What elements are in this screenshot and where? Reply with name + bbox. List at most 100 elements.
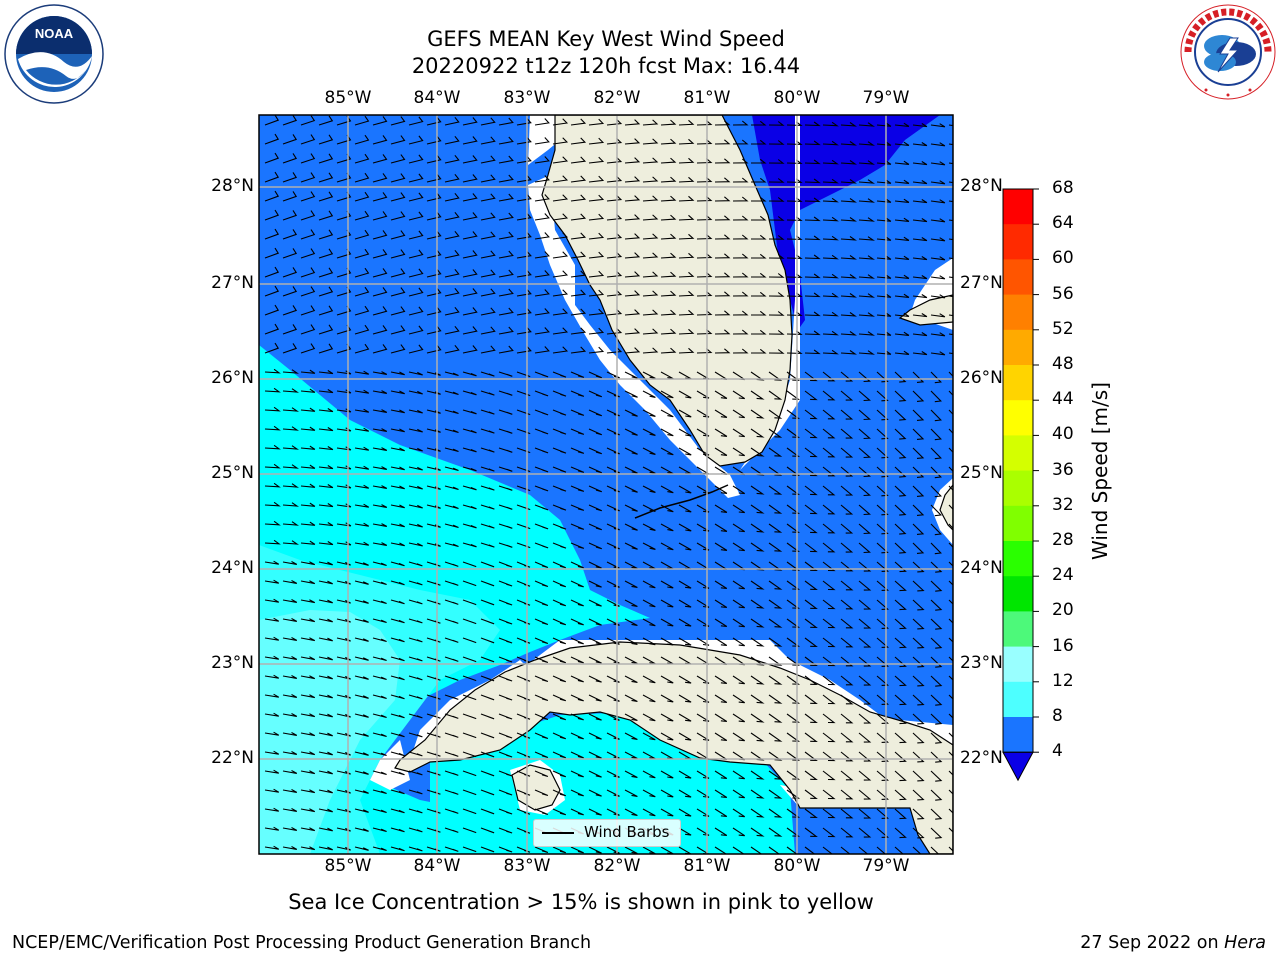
wind-barb <box>750 789 765 799</box>
wind-barb <box>480 485 495 491</box>
wind-barb <box>804 197 821 203</box>
wind-barb <box>372 846 387 852</box>
wind-barb <box>264 247 280 259</box>
wind-barb <box>318 599 333 604</box>
wind-barb <box>930 523 942 536</box>
wind-barb <box>714 447 728 456</box>
wind-barb <box>768 580 783 590</box>
wind-barb <box>912 523 925 535</box>
wind-barb <box>876 827 890 838</box>
wind-barb <box>768 159 785 164</box>
wind-barb <box>732 827 746 837</box>
colorbar-under-triangle <box>1002 751 1034 782</box>
wind-barb <box>462 447 477 453</box>
wind-barb <box>390 344 406 354</box>
wind-barb <box>498 618 513 625</box>
wind-barb <box>534 675 549 683</box>
wind-barb <box>714 504 728 513</box>
wind-barb <box>516 250 532 259</box>
wind-barb <box>786 140 803 145</box>
wind-barb <box>588 137 605 145</box>
wind-barb <box>732 485 745 495</box>
wind-barb <box>444 656 459 662</box>
wind-barb <box>930 846 940 854</box>
wind-barb <box>300 732 316 737</box>
wind-barb <box>534 213 550 221</box>
wind-barb <box>840 504 854 515</box>
wind-barb <box>408 409 423 414</box>
wind-barb <box>516 269 532 278</box>
wind-barb <box>840 827 854 838</box>
wind-barb <box>804 428 818 439</box>
wind-barb <box>751 291 767 297</box>
wind-barb <box>570 270 587 278</box>
wind-barb <box>678 290 695 297</box>
wind-barb <box>282 502 300 507</box>
wind-barb <box>894 732 907 744</box>
wind-barb <box>732 542 745 552</box>
wind-barb <box>840 637 854 648</box>
wind-barb <box>804 159 821 165</box>
wind-barb <box>354 389 370 394</box>
colorbar-tick-label: 52 <box>1052 318 1074 339</box>
wind-barb <box>840 350 857 355</box>
wind-barb <box>552 770 567 778</box>
wind-barb <box>768 273 785 278</box>
wind-barb <box>714 348 731 354</box>
wind-barb <box>318 172 334 183</box>
wind-barb <box>624 675 638 684</box>
wind-barb <box>390 192 406 202</box>
wind-barb <box>570 846 584 854</box>
wind-barb <box>642 713 656 722</box>
wind-barb <box>462 288 478 297</box>
wind-barb <box>588 618 602 626</box>
wind-barb <box>390 390 405 395</box>
colorbar-segment <box>1003 505 1033 542</box>
wind-barb <box>408 466 423 471</box>
wind-barb <box>660 290 677 297</box>
wind-barb <box>408 542 423 547</box>
wind-barb <box>552 713 567 721</box>
wind-barb <box>930 142 946 147</box>
wind-barb <box>426 306 442 316</box>
wind-barb <box>534 656 549 664</box>
noaa-logo-icon: NOAA <box>4 4 104 104</box>
wind-barb <box>822 292 839 298</box>
wind-barb <box>282 808 298 812</box>
colorbar-segment <box>1003 365 1033 401</box>
wind-barb <box>786 330 803 335</box>
wind-barb <box>822 121 839 127</box>
wind-barb <box>552 504 567 511</box>
wind-barb <box>318 389 334 394</box>
wind-barb <box>498 694 513 701</box>
wind-barb <box>714 177 731 183</box>
colorbar-tick-label: 32 <box>1052 494 1074 515</box>
wind-barb <box>588 175 605 183</box>
wind-barb <box>498 751 513 758</box>
wind-barb <box>894 580 907 592</box>
wind-barb <box>444 230 460 240</box>
wind-barb <box>804 846 816 854</box>
wind-barb <box>480 136 496 145</box>
wind-barb <box>606 523 620 531</box>
lon-tick-label-top: 79°W <box>862 88 910 108</box>
wind-barb <box>894 713 907 725</box>
wind-barb <box>624 214 641 221</box>
wind-barb <box>912 675 925 687</box>
wind-barb <box>840 217 857 222</box>
wind-barb <box>354 846 369 851</box>
wind-barb <box>264 501 281 507</box>
wind-barb <box>516 345 532 354</box>
wind-barb <box>462 846 477 853</box>
wind-barb <box>534 618 549 626</box>
wind-barb <box>642 504 656 512</box>
wind-speed-colorbar <box>1002 188 1039 782</box>
wind-barb <box>660 523 674 532</box>
wind-barb <box>642 176 659 183</box>
colorbar-segment <box>1003 541 1033 577</box>
wind-barb <box>318 153 334 164</box>
wind-barb <box>444 268 460 278</box>
wind-barb <box>264 425 281 431</box>
wind-barb <box>300 267 316 278</box>
wind-barb <box>264 228 280 240</box>
